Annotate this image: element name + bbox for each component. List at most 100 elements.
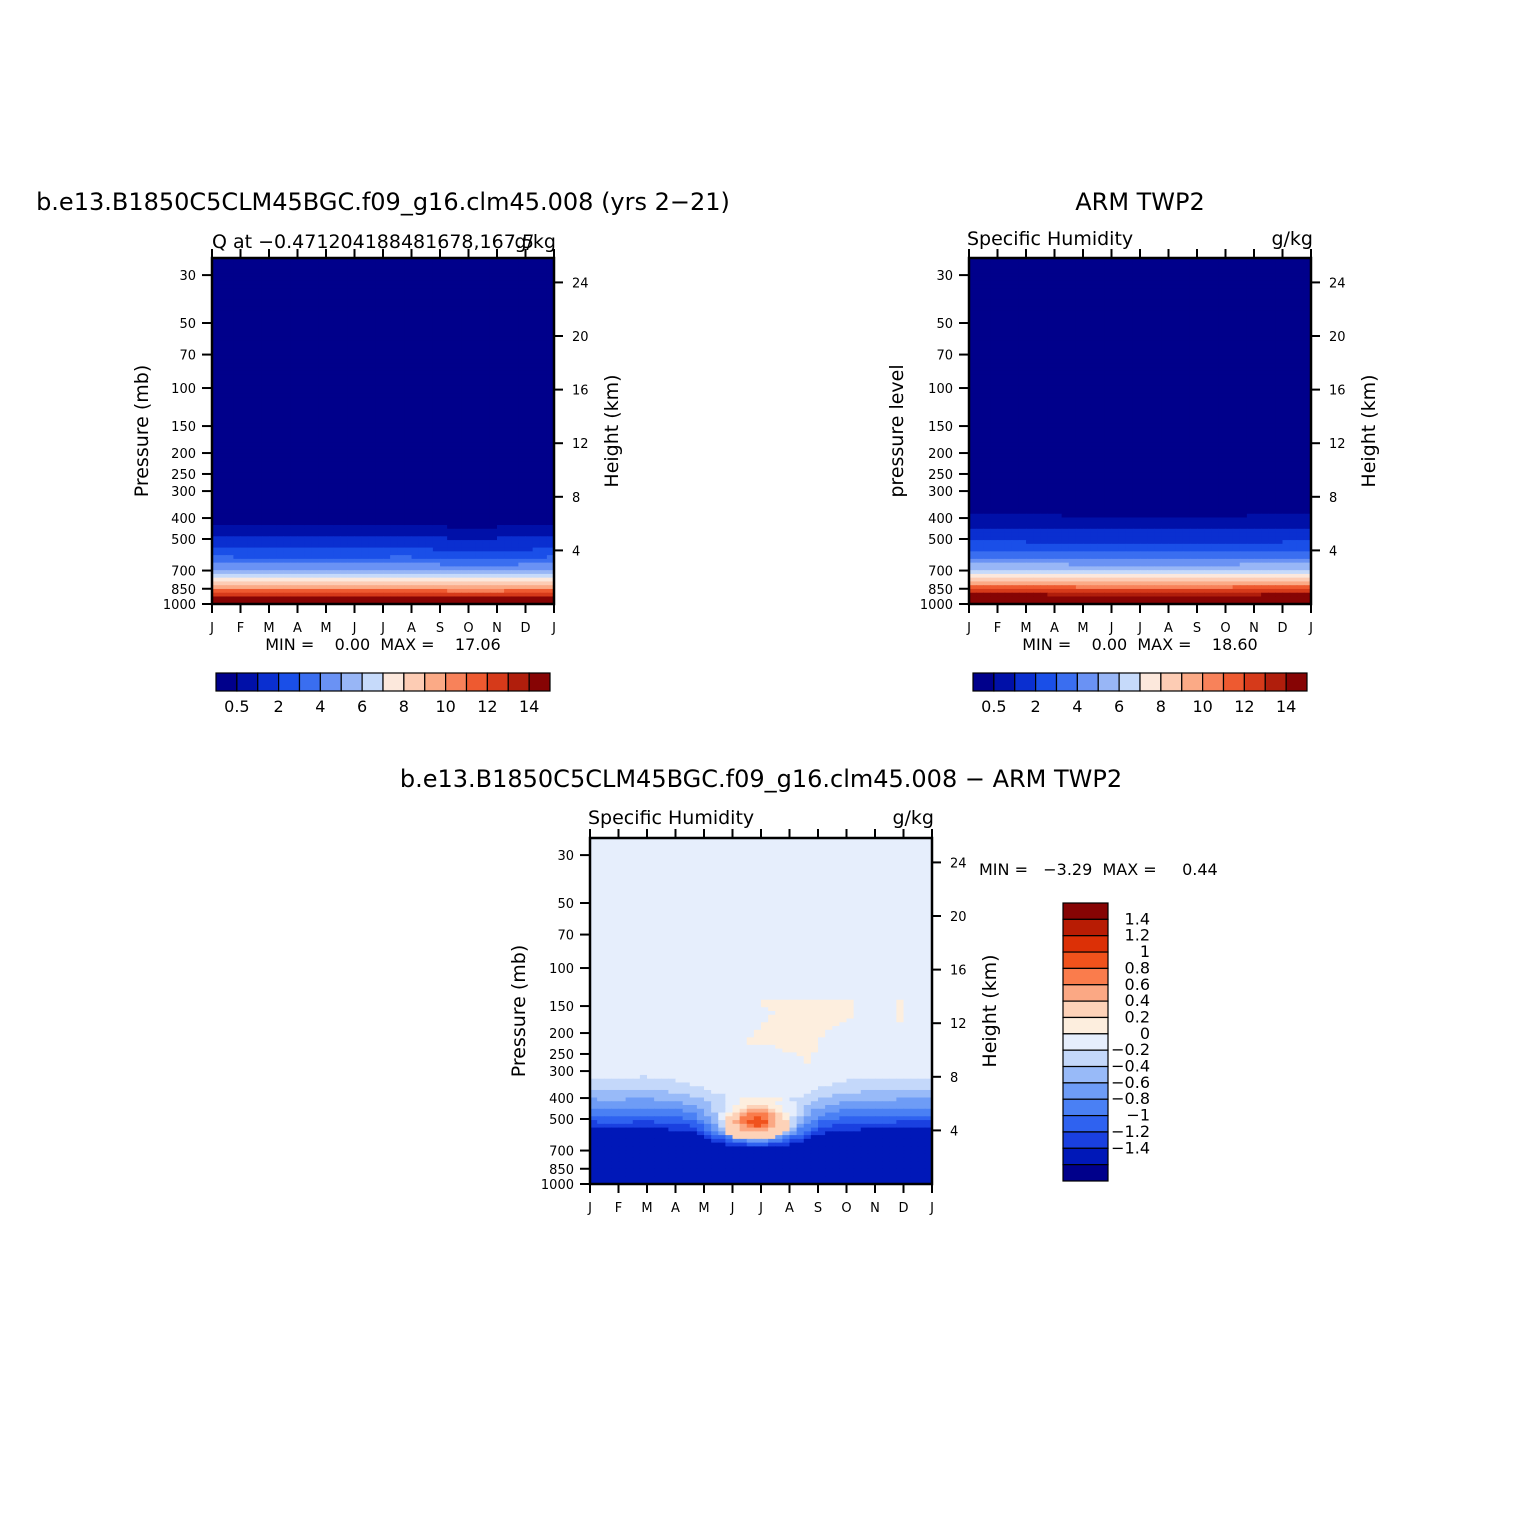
field-cell [432, 449, 441, 455]
field-cell [976, 276, 984, 282]
field-cell [368, 359, 377, 364]
field-cell [333, 404, 341, 410]
field-cell [504, 419, 512, 425]
field-cell [261, 325, 270, 331]
field-cell [304, 303, 313, 308]
field-cell [311, 555, 320, 560]
field-cell [269, 261, 277, 267]
field-cell [390, 276, 398, 282]
field-cell [1004, 291, 1013, 297]
field-cell [432, 562, 441, 567]
field-cell [482, 438, 491, 443]
field-cell [397, 600, 405, 604]
field-cell [276, 566, 284, 571]
field-cell [461, 551, 470, 556]
field-cell [226, 442, 234, 447]
field-cell [347, 600, 356, 604]
field-cell [1018, 291, 1027, 297]
field-cell [497, 517, 505, 522]
field-cell [447, 442, 455, 447]
field-cell [254, 479, 263, 485]
field-cell [347, 412, 356, 417]
field-cell [254, 291, 263, 297]
field-cell [383, 261, 391, 267]
field-cell [511, 483, 519, 489]
field-cell [1118, 276, 1127, 282]
field-cell [504, 291, 512, 297]
field-cell [311, 314, 320, 319]
field-cell [1239, 269, 1248, 274]
field-cell [333, 408, 341, 413]
field-cell [375, 585, 384, 590]
field-cell [411, 363, 420, 368]
field-cell [525, 442, 534, 447]
field-cell [261, 288, 270, 293]
field-cell [347, 295, 356, 300]
field-cell [290, 558, 299, 564]
field-cell [511, 348, 519, 353]
field-cell [1182, 269, 1191, 274]
field-cell [454, 547, 462, 552]
field-cell [375, 506, 384, 511]
field-cell [497, 374, 505, 379]
field-cell [347, 438, 356, 443]
field-cell [240, 306, 249, 312]
field-cell [1111, 269, 1120, 274]
field-cell [539, 415, 548, 421]
field-cell [326, 472, 334, 477]
field-cell [276, 472, 284, 477]
field-cell [475, 423, 484, 428]
field-cell [368, 558, 377, 564]
field-cell [254, 419, 263, 425]
field-cell [418, 479, 427, 485]
field-cell [1047, 288, 1056, 293]
field-cell [454, 472, 462, 477]
field-cell [432, 491, 441, 496]
field-cell [432, 446, 441, 451]
field-cell [304, 543, 313, 549]
field-cell [497, 265, 505, 270]
field-cell [432, 329, 441, 334]
field-cell [226, 532, 234, 537]
field-cell [254, 498, 263, 504]
field-cell [518, 446, 527, 451]
field-cell [276, 310, 284, 316]
field-cell [240, 348, 249, 353]
field-cell [226, 412, 234, 417]
field-cell [447, 431, 455, 436]
field-cell [511, 378, 519, 383]
field-cell [425, 273, 434, 278]
field-cell [539, 585, 548, 590]
field-cell [539, 340, 548, 346]
field-cell [546, 566, 554, 571]
field-cell [440, 446, 448, 451]
field-cell [247, 517, 256, 522]
field-cell [283, 258, 291, 263]
field-cell [375, 457, 384, 462]
field-cell [390, 476, 398, 481]
field-cell [290, 400, 299, 406]
field-cell [390, 325, 398, 331]
field-cell [432, 367, 441, 372]
field-cell [318, 408, 327, 413]
field-cell [525, 431, 534, 436]
field-cell [333, 540, 341, 545]
field-cell [518, 400, 527, 406]
field-cell [276, 434, 284, 440]
field-cell [383, 540, 391, 545]
field-cell [383, 494, 391, 500]
field-cell [390, 412, 398, 417]
field-cell [311, 431, 320, 436]
model-panel: b.e13.B1850C5CLM45BGC.f09_g16.clm45.008 … [36, 188, 730, 716]
field-cell [447, 400, 455, 406]
field-cell [354, 498, 363, 504]
field-cell [1261, 265, 1269, 270]
field-cell [219, 412, 227, 417]
y-right-tick-label: 4 [572, 544, 580, 559]
field-cell [518, 566, 527, 571]
field-cell [1132, 291, 1141, 297]
field-cell [318, 321, 327, 327]
field-cell [390, 355, 398, 361]
field-cell [247, 532, 256, 537]
field-cell [311, 273, 320, 278]
